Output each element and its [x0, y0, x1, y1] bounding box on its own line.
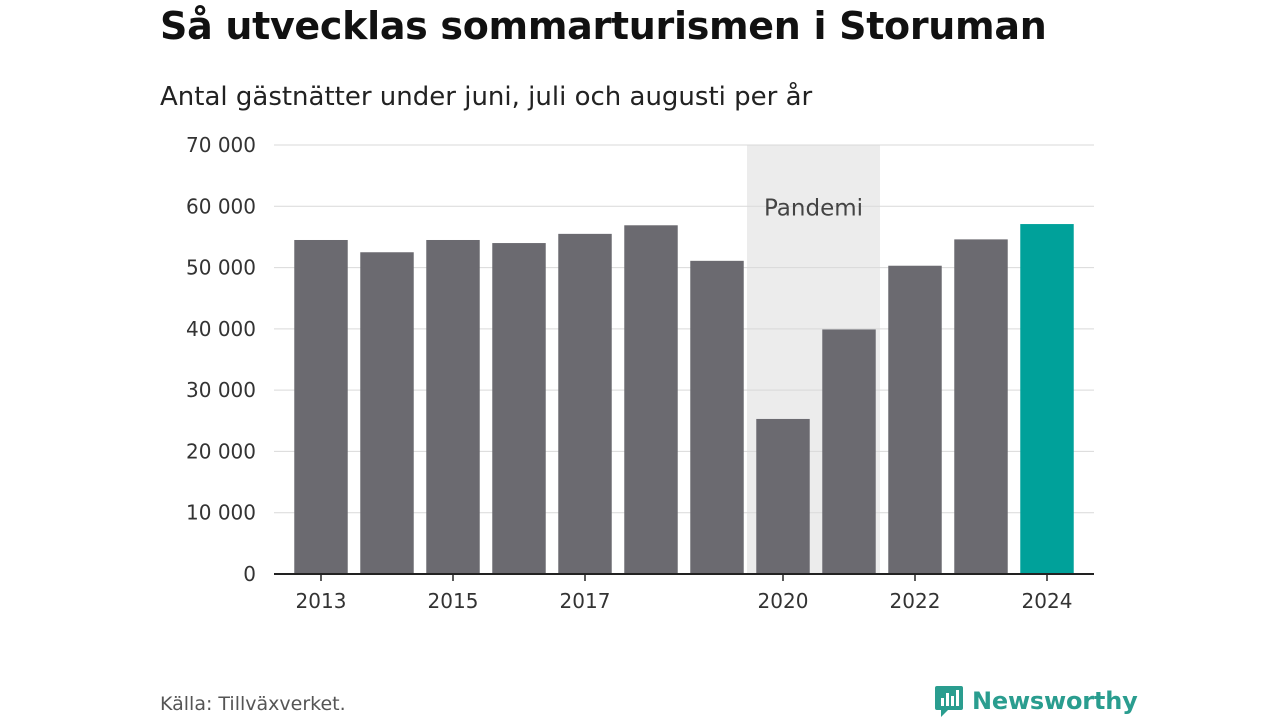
x-tick-label: 2020: [758, 589, 809, 613]
bar-2018: [624, 225, 678, 574]
bar-2013: [294, 239, 348, 574]
x-tick-label: 2024: [1022, 589, 1073, 613]
bar-2019: [690, 260, 744, 574]
bar-2022: [888, 265, 942, 574]
chart-subtitle: Antal gästnätter under juni, juli och au…: [160, 82, 813, 112]
newsworthy-icon: [935, 686, 963, 717]
y-tick-label: 40 000: [186, 317, 256, 341]
bar-2020: [756, 418, 810, 574]
x-tick-label: 2017: [560, 589, 611, 613]
y-tick-label: 30 000: [186, 378, 256, 402]
x-tick-label: 2013: [296, 589, 347, 613]
source-note: Källa: Tillväxverket.: [160, 693, 346, 715]
bar-2014: [360, 252, 414, 574]
bar-chart: 0 10 000 20 000 30 000 40 000 50 000 60 000 70 …: [186, 133, 1094, 613]
bar-2016: [492, 243, 546, 575]
brand-name: Newsworthy: [972, 687, 1138, 715]
y-tick-label: 20 000: [186, 439, 256, 463]
x-tick-label: 2022: [890, 589, 941, 613]
bar-2021: [822, 329, 876, 574]
y-tick-label: 0: [243, 562, 256, 586]
y-tick-label: 70 000: [186, 133, 256, 157]
y-tick-label: 10 000: [186, 501, 256, 525]
y-tick-label: 50 000: [186, 256, 256, 280]
x-tick-label: 2015: [428, 589, 479, 613]
bar-2024: [1020, 224, 1074, 574]
bar-2023: [954, 239, 1008, 574]
y-tick-label: 60 000: [186, 194, 256, 218]
bar-2015: [426, 239, 480, 574]
chart-title: Så utvecklas sommarturismen i Storuman: [160, 4, 1047, 48]
pandemic-label: Pandemi: [764, 195, 863, 221]
bar-2017: [558, 233, 612, 574]
newsworthy-logo[interactable]: Newsworthy: [934, 684, 1138, 718]
